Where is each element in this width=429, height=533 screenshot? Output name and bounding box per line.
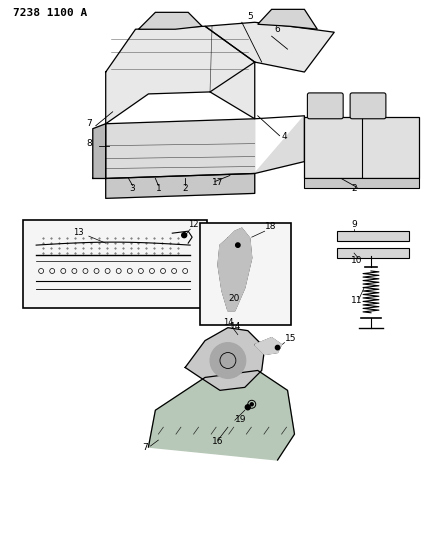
FancyBboxPatch shape [308, 93, 343, 119]
Polygon shape [106, 173, 255, 198]
Polygon shape [139, 12, 202, 29]
Text: 8: 8 [86, 139, 92, 148]
Polygon shape [185, 328, 265, 390]
Polygon shape [106, 116, 305, 179]
Text: 5: 5 [247, 12, 253, 21]
Text: 2: 2 [351, 184, 357, 193]
Circle shape [236, 243, 240, 247]
Text: 4: 4 [282, 132, 287, 141]
Text: 10: 10 [351, 256, 363, 265]
Bar [200, 223, 291, 325]
Bar [305, 179, 419, 188]
Text: 7: 7 [86, 119, 92, 128]
Text: 3: 3 [130, 184, 136, 193]
Text: 14: 14 [223, 318, 233, 327]
Bar [337, 231, 409, 241]
Circle shape [275, 345, 280, 350]
Text: 14: 14 [230, 322, 241, 330]
Text: 19: 19 [235, 415, 246, 424]
Circle shape [182, 233, 187, 238]
Polygon shape [106, 26, 255, 124]
Circle shape [210, 343, 246, 378]
Text: 17: 17 [212, 179, 224, 188]
FancyBboxPatch shape [350, 93, 386, 119]
Text: 7: 7 [142, 443, 148, 452]
Text: 7238 1100 A: 7238 1100 A [13, 9, 88, 18]
Text: 20: 20 [228, 294, 239, 303]
Text: 15: 15 [284, 334, 296, 343]
Polygon shape [255, 337, 281, 354]
Polygon shape [205, 22, 334, 92]
Bar [23, 220, 207, 308]
Text: 18: 18 [265, 222, 276, 231]
Text: 12: 12 [188, 220, 199, 229]
Circle shape [250, 403, 253, 406]
Text: 1: 1 [155, 184, 161, 193]
Text: 9: 9 [351, 220, 357, 229]
Bar [305, 117, 419, 179]
Bar [337, 248, 409, 258]
Circle shape [245, 405, 250, 410]
Text: 13: 13 [73, 228, 84, 237]
Text: 6: 6 [275, 25, 281, 34]
Polygon shape [93, 124, 106, 179]
Polygon shape [218, 228, 252, 311]
Polygon shape [148, 370, 294, 460]
Text: 11: 11 [351, 296, 363, 305]
Polygon shape [258, 10, 317, 29]
Text: 2: 2 [182, 184, 188, 193]
Text: 16: 16 [212, 437, 224, 446]
